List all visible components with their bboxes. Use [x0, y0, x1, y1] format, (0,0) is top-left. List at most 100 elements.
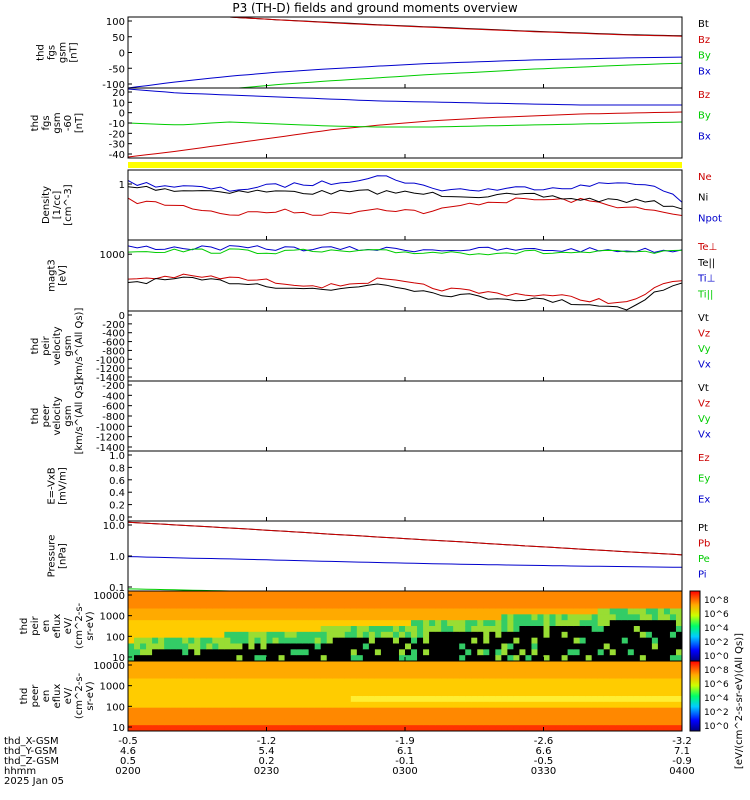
legend-Ne: Ne — [698, 172, 712, 183]
spectrogram-cell — [615, 649, 623, 656]
y-axis-label: peer — [30, 684, 41, 708]
spectrogram-cell — [429, 614, 436, 621]
spectrogram-cell — [585, 637, 593, 644]
spectrogram-cell — [597, 707, 605, 714]
spectrogram-cell — [326, 678, 334, 685]
spectrogram-cell — [585, 620, 593, 627]
spectrogram-cell — [621, 684, 629, 691]
spectrogram-cell — [212, 696, 219, 703]
spectrogram-cell — [627, 637, 635, 644]
spectrogram-cell — [525, 649, 532, 656]
spectrogram-cell — [320, 591, 328, 598]
spectrogram-cell — [549, 631, 557, 639]
spectrogram-cell — [525, 614, 532, 621]
spectrogram-cell — [134, 707, 141, 714]
spectrogram-cell — [350, 602, 358, 609]
spectrogram-cell — [639, 649, 647, 656]
footer-value: 7.1 — [674, 746, 690, 757]
spectrogram-cell — [465, 707, 472, 714]
spectrogram-cell — [356, 666, 364, 674]
spectrogram-cell — [543, 713, 551, 720]
spectrogram-cell — [507, 626, 514, 633]
spectrogram-cell — [645, 696, 653, 703]
spectrogram-cell — [350, 596, 358, 604]
spectrogram-cell — [519, 690, 526, 697]
spectrogram-cell — [380, 596, 388, 604]
y-tick-label: -10 — [109, 119, 125, 130]
spectrogram-cell — [447, 672, 454, 679]
spectrogram-cell — [585, 649, 593, 656]
spectrogram-cell — [411, 725, 418, 732]
spectrogram-cell — [392, 591, 400, 598]
spectrogram-cell — [266, 608, 274, 615]
spectrogram-cell — [392, 701, 400, 709]
spectrogram-cell — [242, 643, 249, 650]
spectrogram-cell — [374, 701, 382, 709]
spectrogram-cell — [380, 701, 388, 709]
spectrogram-cell — [146, 719, 153, 726]
spectrogram-cell — [519, 696, 526, 703]
spectrogram-cell — [621, 707, 629, 714]
spectrogram-cell — [405, 678, 412, 685]
spectrogram-cell — [489, 631, 496, 639]
spectrogram-cell — [603, 631, 611, 639]
spectrogram-cell — [194, 643, 201, 650]
spectrogram-cell — [549, 655, 557, 662]
spectrogram-cell — [380, 620, 388, 627]
legend-Ey: Ey — [698, 474, 710, 485]
spectrogram-cell — [188, 631, 195, 639]
series-line-By — [128, 121, 682, 128]
spectrogram-cell — [266, 643, 274, 650]
spectrogram-cell — [140, 631, 147, 639]
spectrogram-cell — [230, 666, 237, 674]
spectrogram-cell — [417, 591, 424, 598]
y-axis-label: [nT] — [74, 113, 85, 133]
spectrogram-cell — [627, 602, 635, 609]
y-tick-label: -20 — [109, 129, 125, 140]
spectrogram-cell — [435, 666, 442, 674]
spectrogram-cell — [561, 643, 569, 650]
spectrogram-cell — [477, 649, 484, 656]
spectrogram-cell — [296, 620, 304, 627]
spectrogram-cell — [477, 678, 484, 685]
spectrogram-cell — [633, 626, 641, 633]
spectrogram-cell — [284, 591, 292, 598]
spectrogram-cell — [567, 672, 575, 679]
spectrogram-cell — [525, 661, 532, 668]
spectrogram-cell — [332, 631, 340, 639]
spectrogram-cell — [254, 643, 261, 650]
spectrogram-cell — [483, 661, 490, 668]
spectrogram-cell — [182, 661, 189, 668]
spectrogram-cell — [236, 591, 243, 598]
spectrogram-cell — [224, 649, 231, 656]
spectrogram-cell — [212, 690, 219, 697]
spectrogram-cell — [489, 608, 496, 615]
spectrogram-cell — [302, 596, 310, 604]
spectrogram-cell — [627, 596, 635, 604]
spectrogram-cell — [459, 602, 466, 609]
spectrogram-cell — [146, 631, 153, 639]
spectrogram-cell — [537, 713, 544, 720]
spectrogram-cell — [248, 596, 255, 604]
spectrogram-cell — [218, 591, 225, 598]
spectrogram-cell — [657, 591, 665, 598]
spectrogram-cell — [218, 725, 225, 732]
spectrogram-cell — [435, 701, 442, 709]
spectrogram-cell — [489, 707, 496, 714]
spectrogram-cell — [224, 596, 231, 604]
spectrogram-cell — [441, 620, 448, 627]
spectrogram-cell — [128, 684, 135, 691]
spectrogram-cell — [290, 719, 298, 726]
y-axis-label: [nPa] — [58, 543, 69, 569]
spectrogram-cell — [513, 643, 520, 650]
spectrogram-cell — [356, 596, 364, 604]
spectrogram-cell — [513, 608, 520, 615]
spectrogram-cell — [423, 643, 430, 650]
spectrogram-cell — [188, 626, 195, 633]
spectrogram-cell — [176, 672, 183, 679]
spectrogram-cell — [194, 626, 201, 633]
spectrogram-cell — [537, 620, 544, 627]
spectrogram-cell — [669, 701, 677, 709]
spectrogram-cell — [423, 678, 430, 685]
spectrogram-cell — [411, 701, 418, 709]
